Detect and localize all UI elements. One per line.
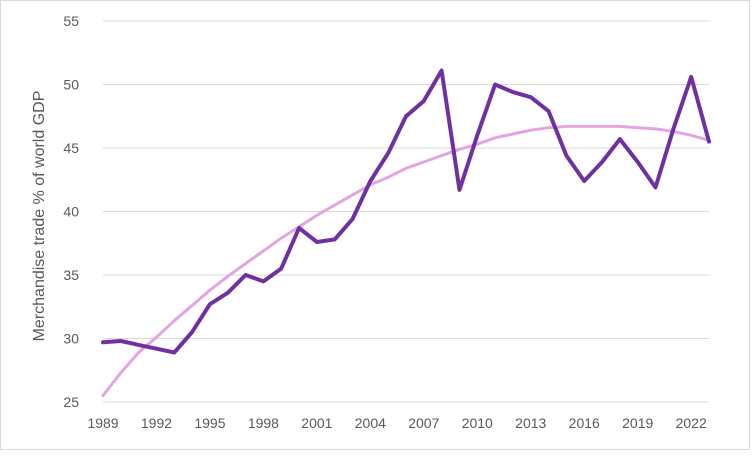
y-tick-label: 50 xyxy=(63,77,79,93)
x-tick-label: 1992 xyxy=(141,415,172,431)
x-tick-label: 2001 xyxy=(301,415,332,431)
x-tick-label: 1998 xyxy=(248,415,279,431)
x-tick-label: 2016 xyxy=(569,415,600,431)
x-tick-label: 2019 xyxy=(622,415,653,431)
x-tick-label: 2010 xyxy=(462,415,493,431)
y-tick-label: 30 xyxy=(63,331,79,347)
y-tick-label: 45 xyxy=(63,140,79,156)
y-tick-label: 25 xyxy=(63,394,79,410)
y-tick-label: 55 xyxy=(63,13,79,29)
x-axis-ticks: 1989 1992 1995 1998 2001 2004 2007 2010 2013 2016… xyxy=(87,415,707,431)
y-axis-ticks: 25 30 35 40 45 50 55 xyxy=(63,13,79,410)
y-tick-label: 35 xyxy=(63,267,79,283)
y-tick-label: 40 xyxy=(63,204,79,220)
x-tick-label: 2022 xyxy=(676,415,707,431)
y-axis-label: Merchandise trade % of world GDP xyxy=(31,91,48,342)
x-tick-label: 2004 xyxy=(355,415,386,431)
x-tick-label: 2013 xyxy=(515,415,546,431)
gridlines xyxy=(103,20,709,339)
x-tick-label: 2007 xyxy=(408,415,439,431)
x-tick-label: 1989 xyxy=(87,415,118,431)
trendline xyxy=(101,124,711,398)
series-lines xyxy=(101,68,711,398)
x-tick-label: 1995 xyxy=(194,415,225,431)
data-series-line xyxy=(101,68,711,355)
